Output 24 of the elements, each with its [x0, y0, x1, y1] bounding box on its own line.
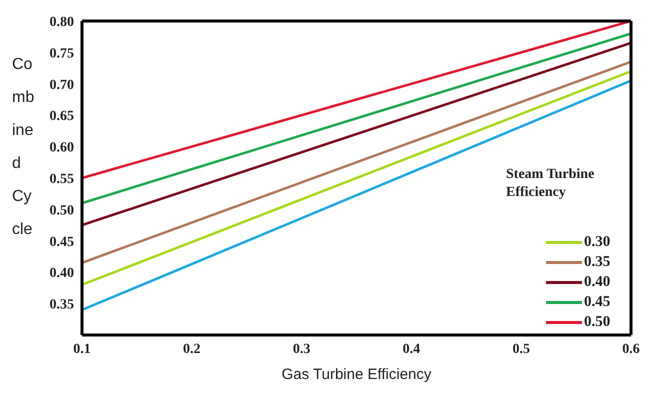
y-tick-label: 0.40 [50, 266, 74, 282]
x-tick-label: 0.3 [292, 342, 310, 357]
legend-label: 0.40 [583, 273, 612, 292]
y-tick-label: 0.55 [50, 172, 74, 187]
legend-label: 0.50 [583, 313, 612, 332]
x-axis-title: Gas Turbine Efficiency [282, 366, 432, 383]
y-tick-label: 0.70 [50, 78, 74, 93]
legend-title: Steam Turbine Efficiency [506, 166, 596, 202]
x-tick-label: 0.6 [622, 342, 640, 357]
legend-label: 0.30 [583, 233, 612, 252]
legend-label: 0.45 [583, 293, 612, 312]
y-tick-label: 0.65 [50, 109, 74, 124]
x-tick-label: 0.1 [73, 342, 91, 357]
x-tick-label: 0.4 [402, 342, 420, 357]
x-tick-label: 0.5 [512, 342, 530, 357]
y-tick-label: 0.35 [50, 298, 74, 313]
y-tick-label: 0.50 [50, 203, 74, 218]
y-tick-label: 0.45 [50, 234, 74, 250]
y-tick-label: 0.80 [50, 14, 74, 30]
x-tick-label: 0.2 [183, 342, 201, 357]
y-tick-label: 0.60 [50, 140, 74, 156]
y-axis-title: Combined Cycle [12, 55, 36, 240]
legend-label: 0.35 [583, 253, 612, 272]
y-tick-label: 0.75 [50, 46, 74, 62]
